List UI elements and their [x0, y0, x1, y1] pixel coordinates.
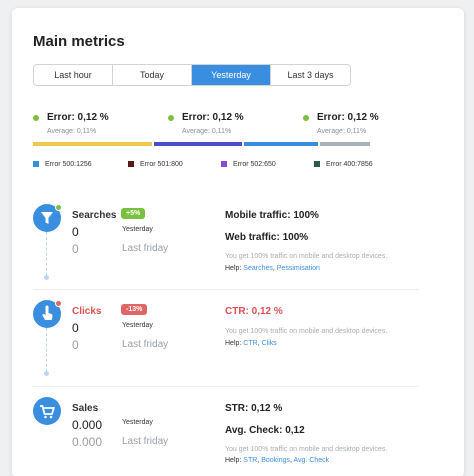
legend-swatch [33, 161, 39, 167]
status-dot [303, 115, 309, 121]
clicks-section: Clicks -13% 0 Yesterday 0 Last friday CT… [33, 300, 408, 376]
error-rate: Error: 0,12 % [182, 112, 244, 123]
help-link-avg-check[interactable]: Avg. Check [293, 457, 330, 464]
legend-swatch [314, 161, 320, 167]
previous-value: 0 [72, 338, 79, 352]
avg-check-value: Avg. Check: 0,12 [225, 425, 305, 436]
legend-item: Error 400:7856 [314, 161, 373, 168]
previous-period: Last friday [122, 339, 169, 350]
timeline-line [46, 232, 47, 276]
legend-swatch [128, 161, 134, 167]
help-links: Help: STR, Bookings, Avg. Check [225, 457, 330, 464]
tab-today[interactable]: Today [113, 65, 192, 85]
change-badge: -13% [121, 304, 148, 315]
metric-value: 0 [72, 225, 79, 239]
traffic-note: You get 100% traffic on mobile and deskt… [225, 446, 388, 453]
period-tabs: Last hour Today Yesterday Last 3 days [33, 64, 351, 86]
bar-segment [154, 142, 242, 146]
tab-last-3-days[interactable]: Last 3 days [271, 65, 350, 85]
error-average: Average: 0,11% [182, 128, 232, 135]
previous-value: 0.000 [72, 435, 103, 449]
metric-value: 0.000 [72, 418, 103, 432]
help-link-searches[interactable]: Searches [243, 265, 273, 272]
metric-name: Sales [72, 403, 99, 414]
page-title: Main metrics [33, 33, 125, 50]
help-link-bookings[interactable]: Bookings [261, 457, 290, 464]
error-rate: Error: 0,12 % [317, 112, 379, 123]
timeline-line [46, 328, 47, 372]
main-metrics-card: Main metrics Last hour Today Yesterday L… [12, 8, 464, 476]
legend-item: Error 500:1256 [33, 161, 92, 168]
value-period: Yesterday [122, 226, 153, 233]
searches-section: Searches +5% 0 Yesterday 0 Last friday M… [33, 204, 408, 280]
error-average: Average: 0,11% [47, 128, 97, 135]
metric-name: Searches [72, 210, 117, 221]
help-link-cliks[interactable]: Cliks [261, 340, 277, 347]
status-dot [55, 204, 62, 211]
ctr-value: CTR: 0,12 % [225, 306, 283, 317]
cart-icon [33, 397, 61, 425]
tab-last-hour[interactable]: Last hour [34, 65, 113, 85]
error-distribution-bar [33, 142, 377, 146]
error-rate: Error: 0,12 % [47, 112, 109, 123]
change-badge: +5% [121, 208, 146, 219]
value-period: Yesterday [122, 419, 153, 426]
legend-swatch [221, 161, 227, 167]
sales-section: Sales 0.000 Yesterday 0.000 Last friday … [33, 397, 408, 472]
help-link-ctr[interactable]: CTR [243, 340, 258, 347]
traffic-note: You get 100% traffic on mobile and deskt… [225, 253, 388, 260]
help-link-str[interactable]: STR [243, 457, 258, 464]
bar-segment [244, 142, 318, 146]
bar-segment [33, 142, 152, 146]
bar-segment [320, 142, 370, 146]
traffic-note: You get 100% traffic on mobile and deskt… [225, 328, 388, 335]
status-dot [33, 115, 39, 121]
status-dot [168, 115, 174, 121]
error-average: Average: 0,11% [317, 128, 367, 135]
timeline-dot [44, 275, 49, 280]
help-links: Help: CTR, Cliks [225, 340, 277, 347]
metric-name: Clicks [72, 306, 102, 317]
section-divider [33, 386, 419, 387]
legend-item: Error 501:800 [128, 161, 183, 168]
section-divider [33, 289, 419, 290]
previous-period: Last friday [122, 243, 169, 254]
metric-value: 0 [72, 321, 79, 335]
timeline-dot [44, 371, 49, 376]
tab-yesterday[interactable]: Yesterday [192, 65, 271, 85]
mobile-traffic: Mobile traffic: 100% [225, 210, 319, 221]
help-link-pessimisation[interactable]: Pessimisation [276, 265, 320, 272]
value-period: Yesterday [122, 322, 153, 329]
previous-period: Last friday [122, 436, 169, 447]
str-value: STR: 0,12 % [225, 403, 283, 414]
web-traffic: Web traffic: 100% [225, 232, 309, 243]
previous-value: 0 [72, 242, 79, 256]
legend-item: Error 502:650 [221, 161, 276, 168]
help-links: Help: Searches, Pessimisation [225, 265, 320, 272]
status-dot [55, 300, 62, 307]
